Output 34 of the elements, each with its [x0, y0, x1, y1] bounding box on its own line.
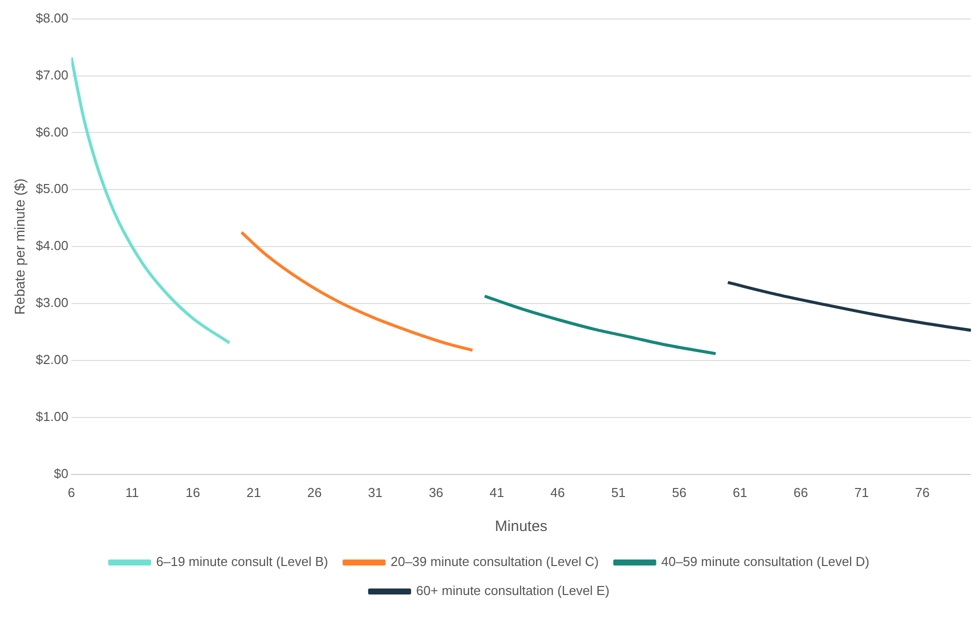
x-tick-label: 6: [68, 484, 75, 500]
x-tick-label: 51: [611, 484, 626, 500]
x-tick-label: 41: [490, 484, 504, 500]
x-tick-label: 36: [428, 484, 444, 500]
x-tick-label: 56: [672, 484, 686, 500]
x-tick-label: 61: [732, 484, 748, 500]
line-series: [240, 230, 474, 352]
line-series: [726, 280, 971, 332]
x-tick-label: 71: [854, 484, 869, 500]
y-tick-label: $8.00: [36, 10, 68, 26]
x-tick-label: 21: [246, 484, 261, 500]
y-tick-label: $3.00: [36, 295, 68, 310]
x-tick-label: 76: [915, 484, 930, 500]
x-tick-label: 31: [368, 484, 383, 500]
y-tick-label: $2.00: [36, 352, 68, 368]
x-axis-title: Minutes: [494, 518, 548, 536]
x-tick-label: 26: [307, 484, 322, 500]
y-tick-label: $4.00: [36, 238, 68, 254]
y-axis-title: Rebate per minute ($): [11, 178, 28, 315]
x-tick-label: 16: [186, 484, 200, 500]
legend-label: 20–39 minute consultation (Level C): [390, 554, 599, 570]
y-tick-label: $5.00: [36, 181, 68, 196]
y-tick-label: $0: [54, 466, 68, 481]
y-tick-label: $7.00: [36, 67, 68, 82]
x-tick-label: 11: [125, 484, 139, 500]
legend-label: 60+ minute consultation (Level E): [416, 583, 610, 598]
legend-label: 40–59 minute consultation (Level D): [661, 554, 870, 570]
x-tick-label: 66: [794, 484, 808, 500]
y-tick-label: $1.00: [36, 409, 68, 424]
line-series: [71, 56, 231, 344]
line-series: [483, 294, 718, 356]
y-tick-label: $6.00: [36, 124, 68, 140]
x-tick-label: 46: [550, 484, 565, 500]
legend-label: 6–19 minute consult (Level B): [156, 554, 328, 570]
